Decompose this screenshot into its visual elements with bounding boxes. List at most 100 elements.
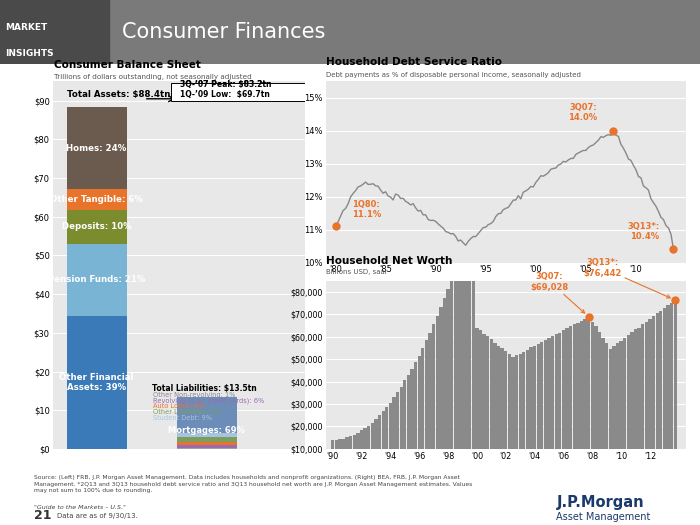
Bar — [363, 428, 367, 471]
Text: 3Q-’07 Peak: $83.2tn: 3Q-’07 Peak: $83.2tn — [180, 80, 272, 89]
Text: 3Q13*:
$76,442: 3Q13*: $76,442 — [584, 258, 670, 298]
Text: Auto Loans: 6%: Auto Loans: 6% — [153, 403, 205, 410]
Text: Other Liabilities: 9%: Other Liabilities: 9% — [153, 409, 220, 415]
Bar — [353, 435, 356, 471]
Bar — [418, 355, 421, 471]
Bar — [562, 330, 565, 471]
Bar — [374, 418, 377, 471]
Text: Consumer Finances: Consumer Finances — [122, 22, 326, 42]
Bar — [338, 439, 342, 471]
Bar — [494, 343, 496, 471]
Bar — [605, 343, 608, 471]
Bar — [663, 308, 666, 471]
Bar — [66, 107, 127, 190]
Bar — [421, 348, 424, 471]
Text: Billions USD, saar: Billions USD, saar — [326, 269, 387, 275]
Text: 1Q-’09 Low:  $69.7tn: 1Q-’09 Low: $69.7tn — [180, 90, 270, 99]
Bar — [591, 322, 594, 471]
Bar — [648, 319, 652, 471]
Text: "Guide to the Markets – U.S.": "Guide to the Markets – U.S." — [34, 505, 125, 510]
Bar — [519, 353, 522, 471]
Bar — [378, 415, 382, 471]
Text: 1Q-’09 Low:  $69.7tn: 1Q-’09 Low: $69.7tn — [180, 90, 270, 99]
Bar — [486, 335, 489, 471]
Bar — [526, 350, 529, 471]
Text: Asset Management: Asset Management — [556, 512, 651, 522]
Bar — [457, 260, 461, 471]
Bar — [551, 336, 554, 471]
Bar — [475, 328, 479, 471]
Bar — [594, 326, 598, 471]
Text: Consumer Balance Sheet: Consumer Balance Sheet — [54, 60, 201, 70]
Text: Mortgages: 69%: Mortgages: 69% — [169, 426, 245, 435]
Bar — [511, 357, 514, 471]
Bar — [468, 227, 471, 471]
Bar — [515, 355, 518, 471]
Text: 3Q07:
$69,028: 3Q07: $69,028 — [531, 272, 584, 313]
Bar — [620, 341, 623, 471]
Bar — [497, 346, 500, 471]
Bar — [558, 333, 561, 471]
Bar — [655, 313, 659, 471]
Bar — [645, 322, 648, 471]
Bar — [630, 332, 634, 471]
Bar — [454, 270, 457, 471]
Bar — [382, 411, 385, 471]
Bar — [566, 328, 568, 471]
Bar — [371, 423, 374, 471]
Text: Trillions of dollars outstanding, not seasonally adjusted: Trillions of dollars outstanding, not se… — [54, 75, 252, 80]
Bar — [177, 445, 237, 448]
Bar — [407, 375, 410, 471]
Bar — [425, 340, 428, 471]
Bar — [522, 352, 526, 471]
FancyBboxPatch shape — [171, 83, 307, 101]
Bar — [508, 354, 511, 471]
Bar — [177, 442, 237, 445]
Bar — [626, 335, 630, 471]
Bar — [652, 316, 655, 471]
Bar — [482, 334, 486, 471]
Bar — [554, 334, 558, 471]
Bar — [435, 316, 439, 471]
Text: 3Q-’07 Peak: $83.2tn: 3Q-’07 Peak: $83.2tn — [180, 80, 272, 89]
Bar — [443, 298, 446, 471]
Text: Pension Funds: 21%: Pension Funds: 21% — [48, 275, 146, 285]
Bar — [66, 210, 127, 244]
Text: Debt payments as % of disposable personal income, seasonally adjusted: Debt payments as % of disposable persona… — [326, 72, 580, 78]
Bar — [670, 302, 673, 471]
Bar — [66, 244, 127, 316]
Text: Other Financial
Assets: 39%: Other Financial Assets: 39% — [60, 373, 134, 392]
Text: Other Non-revolving: 1%: Other Non-revolving: 1% — [153, 392, 236, 397]
Bar — [601, 338, 605, 471]
Bar — [587, 317, 590, 471]
Bar — [576, 323, 580, 471]
Bar — [464, 238, 468, 471]
Bar — [461, 249, 464, 471]
Text: 1Q80:
11.1%: 1Q80: 11.1% — [352, 200, 382, 219]
Bar — [396, 392, 399, 471]
Bar — [356, 433, 360, 471]
Text: Total Assets: $88.4tn: Total Assets: $88.4tn — [66, 90, 170, 99]
Text: MARKET: MARKET — [6, 23, 48, 32]
Bar — [583, 319, 587, 471]
Text: Total Liabilities: $13.5tn: Total Liabilities: $13.5tn — [152, 384, 256, 393]
Bar — [580, 321, 583, 471]
Bar — [177, 433, 237, 437]
Text: Other Tangible: 6%: Other Tangible: 6% — [50, 195, 143, 204]
Bar — [389, 403, 392, 471]
Bar — [634, 329, 637, 471]
Bar — [432, 324, 435, 471]
Bar — [666, 305, 670, 471]
Bar — [0, 0, 108, 64]
Text: Source: (Left) FRB, J.P. Morgan Asset Management. Data includes households and n: Source: (Left) FRB, J.P. Morgan Asset Ma… — [34, 475, 472, 493]
Bar — [536, 344, 540, 471]
Bar — [342, 439, 345, 471]
Bar — [447, 289, 449, 471]
Text: Student Debt: 9%: Student Debt: 9% — [153, 415, 212, 421]
Text: 3Q07:
14.0%: 3Q07: 14.0% — [568, 103, 596, 122]
Bar — [414, 362, 417, 471]
Bar — [392, 397, 396, 471]
Bar — [403, 381, 407, 471]
Bar — [450, 280, 454, 471]
Bar — [641, 324, 645, 471]
